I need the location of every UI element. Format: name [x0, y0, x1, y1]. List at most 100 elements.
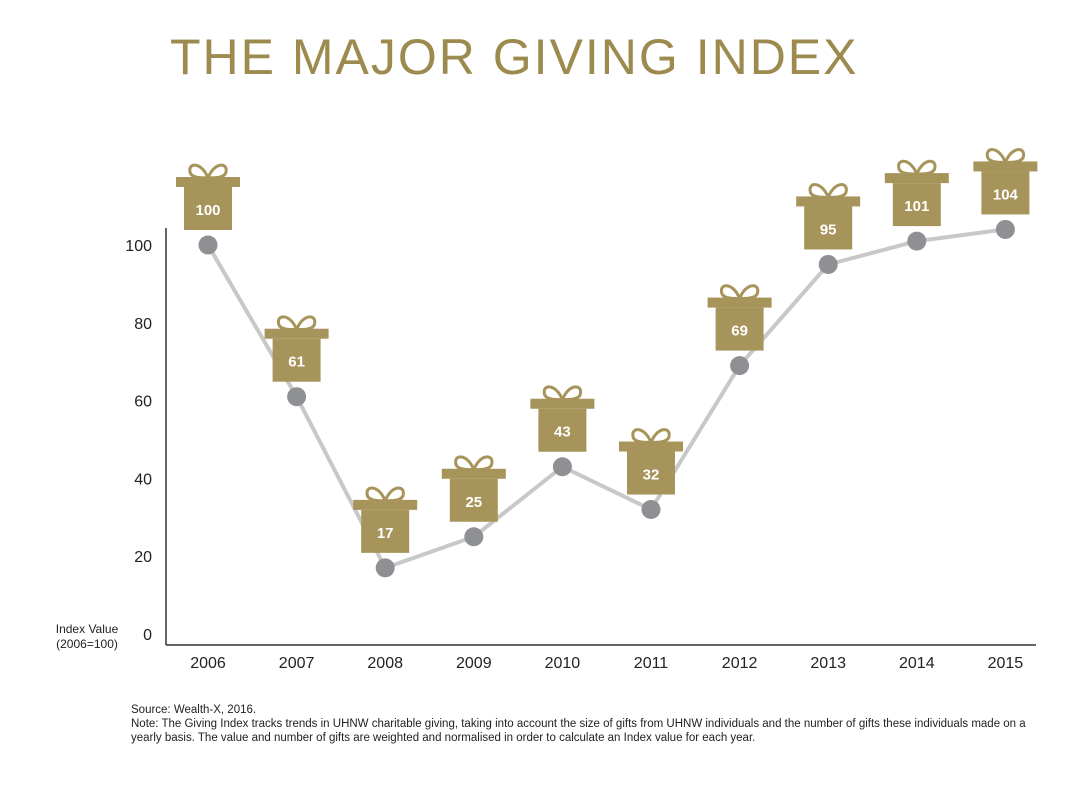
x-tick-label: 2008: [367, 655, 403, 672]
data-label: 101: [904, 198, 929, 215]
bow-left: [454, 455, 476, 472]
y-tick-labels: 0 20 40 60 80 100: [125, 238, 152, 644]
gift-box-icon: 43: [530, 385, 595, 452]
gift-box-icon: 95: [796, 183, 861, 250]
data-label: 95: [820, 221, 837, 238]
bow-right: [206, 163, 228, 180]
bow-left: [808, 183, 830, 199]
bow-right: [295, 315, 317, 332]
series: [198, 219, 1015, 578]
y-tick-label: 40: [134, 471, 152, 488]
gift-box: [715, 307, 764, 351]
x-tick-label: 2015: [988, 655, 1024, 672]
gift-box: [981, 171, 1030, 215]
y-tick-label: 60: [134, 394, 152, 411]
y-tick-label: 100: [125, 238, 152, 255]
x-tick-label: 2012: [722, 655, 758, 672]
data-label: 61: [288, 354, 305, 371]
bow-right: [383, 486, 405, 503]
bow-right: [738, 284, 760, 301]
gift-lid: [441, 468, 506, 479]
gift-box-icon: 104: [973, 148, 1038, 215]
bow-right: [649, 428, 671, 445]
gift-lid: [884, 173, 949, 184]
bow-right: [915, 159, 937, 176]
gift-box: [627, 451, 675, 495]
gift-lid: [707, 297, 772, 308]
data-point: [730, 356, 750, 376]
data-label: 104: [993, 186, 1019, 203]
methodology-note: Note: The Giving Index tracks trends in …: [131, 718, 1026, 744]
gift-lid: [973, 161, 1038, 172]
gift-box: [804, 206, 853, 250]
gift-box-icon: 69: [707, 284, 772, 351]
axes: [165, 228, 1036, 646]
data-point: [552, 457, 572, 477]
bow-left: [720, 284, 742, 301]
bow-left: [365, 486, 387, 503]
x-tick-labels: 2006 2007 2008 2009 2010 2011 2012 2013 2014 2015: [190, 655, 1023, 672]
gift-box: [361, 509, 410, 553]
series-line: [206, 227, 1006, 570]
gift-box: [892, 183, 941, 227]
x-tick-label: 2009: [456, 655, 492, 672]
bow-left: [985, 148, 1007, 164]
gift-box: [272, 338, 321, 382]
gift-lid: [264, 328, 329, 339]
data-point: [375, 558, 395, 578]
data-label: 100: [195, 202, 220, 219]
data-point: [287, 387, 307, 407]
data-point: [198, 235, 218, 255]
gift-lid: [530, 398, 595, 409]
data-point: [464, 527, 484, 547]
y-tick-label: 80: [134, 316, 152, 333]
gift-lid: [619, 441, 683, 452]
source-note: Source: Wealth-X, 2016.: [131, 704, 257, 716]
gift-labels: 100 61 17 25 43 32 69 95 101 104: [176, 148, 1038, 553]
gift-box-icon: 32: [619, 428, 683, 495]
bow-left: [631, 428, 653, 445]
gift-box-icon: 25: [441, 455, 506, 522]
bow-left: [277, 315, 299, 332]
bow-left: [188, 163, 210, 180]
y-axis-label-line1: Index Value: [55, 622, 119, 636]
data-label: 43: [554, 424, 571, 441]
gift-box-icon: 61: [264, 315, 329, 382]
chart-title: THE MAJOR GIVING INDEX: [170, 29, 859, 85]
data-label: 17: [377, 525, 394, 542]
gift-box: [449, 478, 498, 522]
gift-box: [184, 187, 232, 230]
data-point: [907, 231, 927, 251]
x-tick-label: 2010: [545, 655, 581, 672]
bow-right: [1003, 148, 1025, 164]
bow-right: [826, 183, 848, 199]
y-axis-label-line2: (2006=100): [56, 637, 118, 651]
x-tick-label: 2013: [810, 655, 846, 672]
x-tick-label: 2006: [190, 655, 226, 672]
y-axis-label: Index Value (2006=100): [42, 622, 132, 652]
gift-lid: [176, 177, 240, 187]
gift-box-icon: 101: [884, 159, 949, 227]
gift-box: [538, 408, 587, 452]
x-tick-label: 2007: [279, 655, 315, 672]
gift-box-icon: 17: [353, 486, 418, 553]
gift-box-icon: 100: [176, 163, 240, 230]
data-label: 32: [643, 467, 660, 484]
data-label: 25: [465, 494, 482, 511]
data-label: 69: [731, 323, 748, 340]
footer: Source: Wealth-X, 2016. Note: The Giving…: [131, 703, 1046, 745]
data-point: [641, 500, 661, 520]
y-tick-label: 20: [134, 549, 152, 566]
y-tick-label: 0: [143, 627, 152, 644]
x-tick-label: 2011: [634, 655, 669, 672]
gift-lid: [353, 499, 418, 510]
bow-right: [472, 455, 494, 472]
gift-lid: [796, 196, 861, 207]
x-tick-label: 2014: [899, 655, 935, 672]
data-point: [818, 254, 838, 274]
bow-left: [897, 159, 919, 176]
bow-right: [560, 385, 582, 402]
data-point: [995, 219, 1015, 239]
bow-left: [542, 385, 564, 402]
